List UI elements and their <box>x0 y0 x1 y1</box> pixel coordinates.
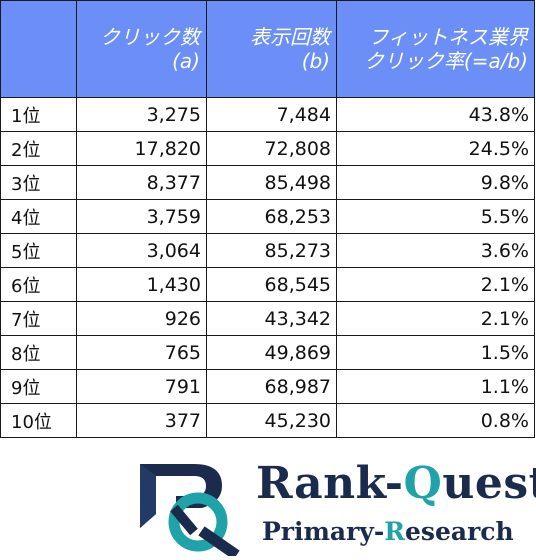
ctr-cell: 43.8% <box>336 97 535 132</box>
rank-cell: 5位 <box>0 233 77 268</box>
ctr-cell: 2.1% <box>336 301 535 336</box>
header-clicks: クリック数 (a) <box>76 0 207 98</box>
impressions-cell: 49,869 <box>206 335 337 370</box>
header-ctr-line2: クリック率(=a/b) <box>363 49 528 73</box>
header-rank <box>0 0 77 98</box>
rank-cell: 10位 <box>0 403 77 438</box>
impressions-cell: 72,808 <box>206 131 337 166</box>
rank-cell: 4位 <box>0 199 77 234</box>
logo-tagline: Primary-Research <box>262 516 514 548</box>
impressions-cell: 68,253 <box>206 199 337 234</box>
logo-name-part3: uest <box>442 458 536 509</box>
logo-sub-part2: R <box>384 517 405 546</box>
header-ctr-line1: フィットネス業界 <box>368 25 528 49</box>
impressions-cell: 85,273 <box>206 233 337 268</box>
rank-cell: 7位 <box>0 301 77 336</box>
rank-cell: 8位 <box>0 335 77 370</box>
header-impressions: 表示回数 (b) <box>206 0 337 98</box>
ctr-cell: 0.8% <box>336 403 535 438</box>
ctr-cell: 1.5% <box>336 335 535 370</box>
table-row: 8位 765 49,869 1.5% <box>0 335 535 370</box>
rank-cell: 3位 <box>0 165 77 200</box>
header-clicks-line1: クリック数 <box>100 25 200 49</box>
clicks-cell: 926 <box>76 301 207 336</box>
impressions-cell: 68,545 <box>206 267 337 302</box>
logo-name-part1: Rank- <box>256 458 404 509</box>
ctr-cell: 9.8% <box>336 165 535 200</box>
table-row: 10位 377 45,230 0.8% <box>0 403 535 438</box>
table-row: 2位 17,820 72,808 24.5% <box>0 131 535 166</box>
table-row: 6位 1,430 68,545 2.1% <box>0 267 535 302</box>
table-row: 7位 926 43,342 2.1% <box>0 301 535 336</box>
header-impressions-line1: 表示回数 <box>250 25 330 49</box>
clicks-cell: 17,820 <box>76 131 207 166</box>
table-row: 9位 791 68,987 1.1% <box>0 369 535 404</box>
clicks-cell: 8,377 <box>76 165 207 200</box>
clicks-cell: 377 <box>76 403 207 438</box>
table-row: 3位 8,377 85,498 9.8% <box>0 165 535 200</box>
ctr-cell: 24.5% <box>336 131 535 166</box>
header-row: クリック数 (a) 表示回数 (b) フィットネス業界 クリック率(=a/b) <box>0 0 535 98</box>
rank-cell: 6位 <box>0 267 77 302</box>
impressions-cell: 43,342 <box>206 301 337 336</box>
ctr-cell: 5.5% <box>336 199 535 234</box>
logo-wordmark: Rank-Quest <box>256 458 536 510</box>
logo-sub-part3: esearch <box>404 517 514 546</box>
logo-sub-part1: Primary- <box>262 517 385 546</box>
rq-logo-mark-icon <box>140 464 240 556</box>
impressions-cell: 68,987 <box>206 369 337 404</box>
table-row: 4位 3,759 68,253 5.5% <box>0 199 535 234</box>
impressions-cell: 45,230 <box>206 403 337 438</box>
ctr-cell: 2.1% <box>336 267 535 302</box>
impressions-cell: 85,498 <box>206 165 337 200</box>
header-clicks-line2: (a) <box>172 49 200 73</box>
clicks-cell: 791 <box>76 369 207 404</box>
clicks-cell: 3,064 <box>76 233 207 268</box>
header-impressions-line2: (b) <box>301 49 330 73</box>
ctr-cell: 3.6% <box>336 233 535 268</box>
ranking-table: クリック数 (a) 表示回数 (b) フィットネス業界 クリック率(=a/b) … <box>0 0 535 438</box>
header-ctr: フィットネス業界 クリック率(=a/b) <box>336 0 535 98</box>
clicks-cell: 3,275 <box>76 97 207 132</box>
impressions-cell: 7,484 <box>206 97 337 132</box>
rank-cell: 2位 <box>0 131 77 166</box>
clicks-cell: 1,430 <box>76 267 207 302</box>
rank-cell: 9位 <box>0 369 77 404</box>
clicks-cell: 765 <box>76 335 207 370</box>
clicks-cell: 3,759 <box>76 199 207 234</box>
rank-quest-logo: Rank-Quest Primary-Research <box>136 452 536 560</box>
ctr-cell: 1.1% <box>336 369 535 404</box>
logo-name-part2: Q <box>403 458 443 509</box>
table-row: 5位 3,064 85,273 3.6% <box>0 233 535 268</box>
rank-cell: 1位 <box>0 97 77 132</box>
table-row: 1位 3,275 7,484 43.8% <box>0 97 535 132</box>
